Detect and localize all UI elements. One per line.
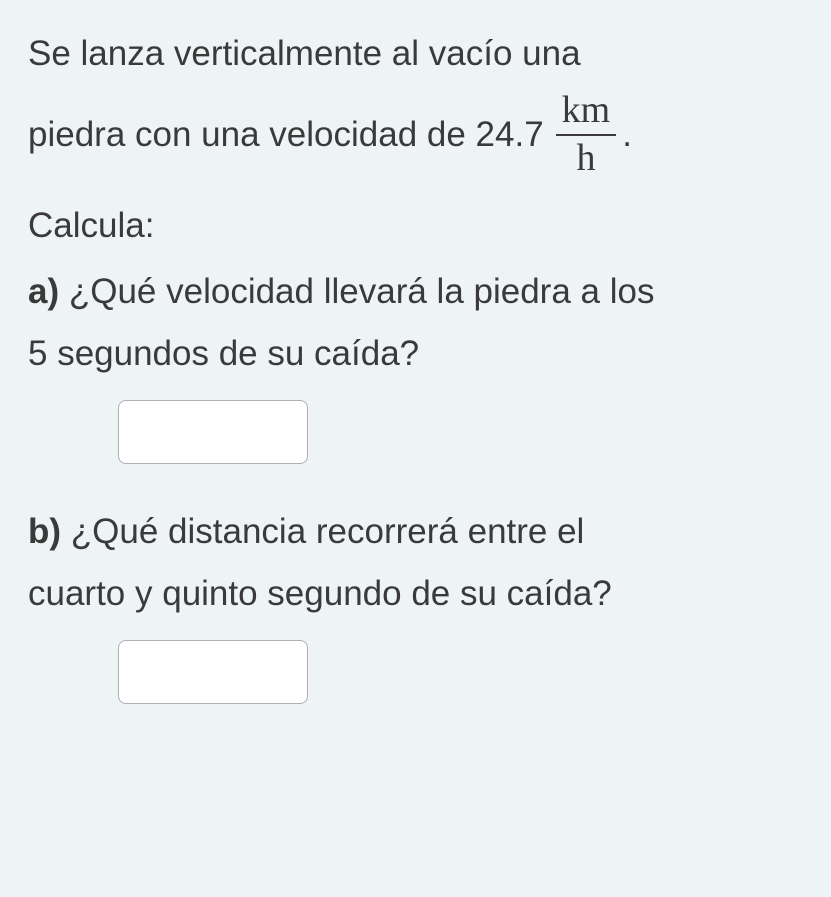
question-a-line-2: 5 segundos de su caída? — [28, 326, 803, 382]
part-b-label: b) — [28, 512, 61, 551]
fraction-denominator: h — [570, 136, 601, 180]
unit-fraction: km h — [556, 90, 617, 180]
intro-line-1: Se lanza verticalmente al vacío una — [28, 26, 803, 82]
question-b-line-1: b) ¿Qué distancia recorrerá entre el — [28, 504, 803, 560]
sentence-period: . — [622, 107, 632, 163]
part-a-label: a) — [28, 272, 59, 311]
fraction-numerator: km — [556, 90, 617, 134]
answer-a-input[interactable] — [118, 400, 308, 464]
answer-b-container — [118, 640, 803, 704]
part-a-text-1: ¿Qué velocidad llevará la piedra a los — [59, 272, 654, 311]
answer-b-input[interactable] — [118, 640, 308, 704]
answer-a-container — [118, 400, 803, 464]
problem-container: Se lanza verticalmente al vacío una pied… — [28, 26, 803, 704]
question-a-line-1: a) ¿Qué velocidad llevará la piedra a lo… — [28, 264, 803, 320]
question-b-line-2: cuarto y quinto segundo de su caída? — [28, 566, 803, 622]
part-b-text-1: ¿Qué distancia recorrerá entre el — [61, 512, 584, 551]
intro-line-2-text: piedra con una velocidad de 24.7 — [28, 107, 544, 163]
intro-line-2: piedra con una velocidad de 24.7 km h . — [28, 90, 803, 180]
calcula-label: Calcula: — [28, 198, 803, 254]
